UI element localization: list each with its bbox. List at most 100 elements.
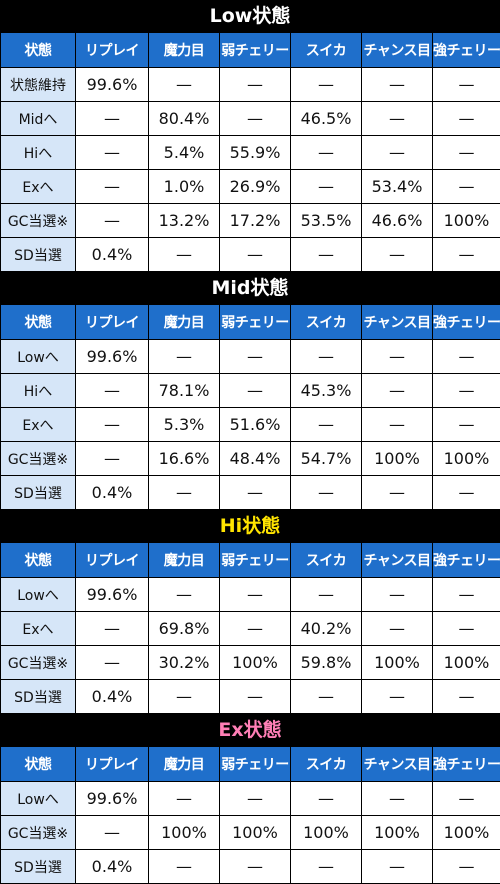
value-cell: 0.4%: [76, 680, 149, 714]
value-cell: 17.2%: [220, 204, 291, 238]
value-cell: —: [220, 476, 291, 510]
table-row: GC当選※—16.6%48.4%54.7%100%100%: [1, 442, 500, 476]
value-cell: 46.6%: [362, 204, 433, 238]
value-cell: 100%: [362, 816, 433, 850]
value-cell: 30.2%: [149, 646, 220, 680]
column-header: 状態: [1, 543, 76, 578]
value-cell: —: [149, 238, 220, 272]
value-cell: —: [220, 578, 291, 612]
value-cell: 100%: [433, 204, 500, 238]
column-header: 弱チェリー: [220, 747, 291, 782]
column-header: 弱チェリー: [220, 33, 291, 68]
column-header: リプレイ: [76, 305, 149, 340]
value-cell: 69.8%: [149, 612, 220, 646]
value-cell: —: [362, 782, 433, 816]
value-cell: 1.0%: [149, 170, 220, 204]
value-cell: 40.2%: [291, 612, 362, 646]
value-cell: —: [433, 578, 500, 612]
value-cell: 100%: [433, 646, 500, 680]
value-cell: —: [76, 102, 149, 136]
value-cell: —: [291, 578, 362, 612]
row-label: Midへ: [1, 102, 76, 136]
row-label: Hiへ: [1, 136, 76, 170]
column-header: チャンス目: [362, 33, 433, 68]
value-cell: 54.7%: [291, 442, 362, 476]
value-cell: 100%: [149, 816, 220, 850]
row-label: Lowへ: [1, 578, 76, 612]
value-cell: —: [220, 238, 291, 272]
column-header: 強チェリー: [433, 33, 500, 68]
row-label: SD当選: [1, 850, 76, 884]
value-cell: 100%: [220, 816, 291, 850]
value-cell: —: [291, 782, 362, 816]
value-cell: —: [433, 612, 500, 646]
column-header: 状態: [1, 305, 76, 340]
column-header: チャンス目: [362, 543, 433, 578]
row-label: Lowへ: [1, 782, 76, 816]
value-cell: —: [76, 170, 149, 204]
column-header: 強チェリー: [433, 747, 500, 782]
value-cell: —: [149, 850, 220, 884]
value-cell: —: [433, 374, 500, 408]
value-cell: —: [291, 408, 362, 442]
value-cell: —: [362, 578, 433, 612]
value-cell: —: [76, 442, 149, 476]
value-cell: 80.4%: [149, 102, 220, 136]
value-cell: —: [433, 102, 500, 136]
table-row: GC当選※—13.2%17.2%53.5%46.6%100%: [1, 204, 500, 238]
table-row: Hiへ—5.4%55.9%———: [1, 136, 500, 170]
value-cell: 46.5%: [291, 102, 362, 136]
column-header: スイカ: [291, 33, 362, 68]
value-cell: 0.4%: [76, 238, 149, 272]
value-cell: —: [76, 408, 149, 442]
column-header: 弱チェリー: [220, 305, 291, 340]
column-header: 弱チェリー: [220, 543, 291, 578]
table-row: Exへ—69.8%—40.2%——: [1, 612, 500, 646]
value-cell: —: [433, 782, 500, 816]
value-cell: 100%: [433, 816, 500, 850]
value-cell: 0.4%: [76, 476, 149, 510]
table-row: Hiへ—78.1%—45.3%——: [1, 374, 500, 408]
value-cell: —: [149, 476, 220, 510]
column-header: 魔力目: [149, 305, 220, 340]
value-cell: —: [220, 782, 291, 816]
row-label: SD当選: [1, 476, 76, 510]
column-header: リプレイ: [76, 747, 149, 782]
row-label: Exへ: [1, 612, 76, 646]
table-row: GC当選※—100%100%100%100%100%: [1, 816, 500, 850]
table-row: Exへ—5.3%51.6%———: [1, 408, 500, 442]
column-header: 魔力目: [149, 33, 220, 68]
value-cell: 53.5%: [291, 204, 362, 238]
value-cell: —: [291, 238, 362, 272]
row-label: Exへ: [1, 408, 76, 442]
value-cell: —: [291, 680, 362, 714]
row-label: Exへ: [1, 170, 76, 204]
table-row: Exへ—1.0%26.9%—53.4%—: [1, 170, 500, 204]
value-cell: —: [291, 170, 362, 204]
row-label: Lowへ: [1, 340, 76, 374]
row-label: SD当選: [1, 238, 76, 272]
header-row: 状態リプレイ魔力目弱チェリースイカチャンス目強チェリー: [1, 543, 500, 578]
column-header: 状態: [1, 33, 76, 68]
value-cell: 13.2%: [149, 204, 220, 238]
section-title: Mid状態: [0, 272, 500, 304]
column-header: チャンス目: [362, 305, 433, 340]
value-cell: —: [362, 612, 433, 646]
value-cell: —: [76, 816, 149, 850]
value-cell: —: [220, 680, 291, 714]
column-header: スイカ: [291, 305, 362, 340]
value-cell: 100%: [362, 442, 433, 476]
value-cell: —: [433, 476, 500, 510]
value-cell: 48.4%: [220, 442, 291, 476]
value-cell: —: [76, 204, 149, 238]
value-cell: —: [291, 476, 362, 510]
